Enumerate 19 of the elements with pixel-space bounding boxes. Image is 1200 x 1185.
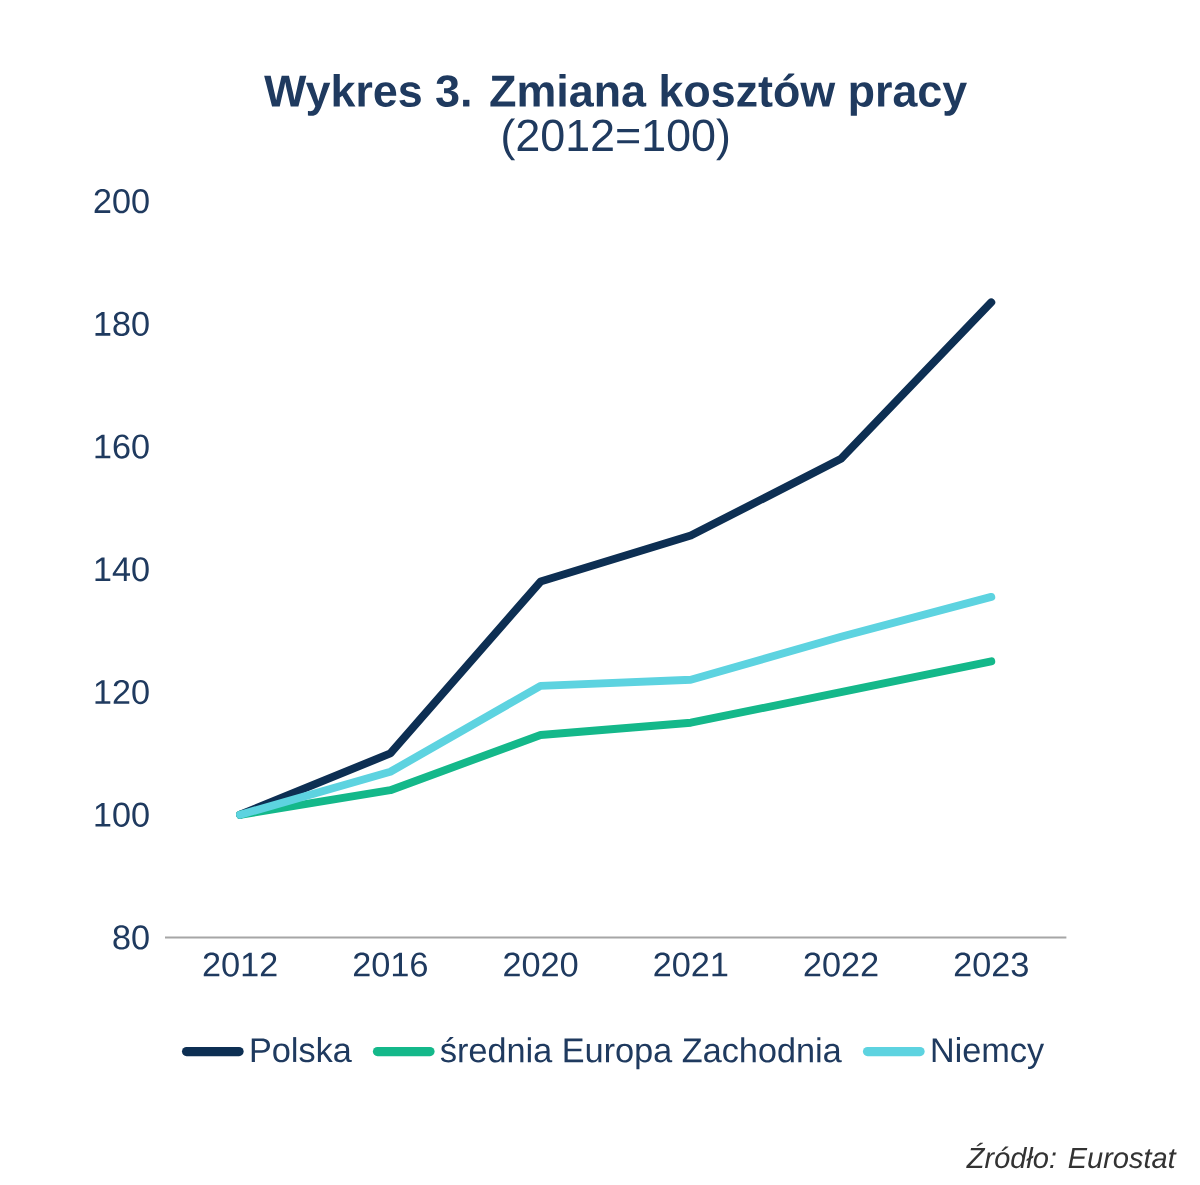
chart-subtitle: (2012=100) bbox=[503, 118, 729, 161]
y-tick-label: 160 bbox=[95, 434, 149, 459]
x-tick-label: 2023 bbox=[954, 952, 1028, 977]
y-tick-label: 100 bbox=[95, 802, 149, 827]
text: Źródło: Eurostat bbox=[966, 1142, 1177, 1169]
chart-title: Wykres 3. Zmiana kosztów pracy bbox=[264, 73, 967, 116]
y-tick-label: 140 bbox=[95, 557, 149, 582]
y-tick-label: 120 bbox=[95, 679, 149, 705]
legend-label: Niemcy bbox=[932, 1037, 1045, 1070]
y-tick-label: 180 bbox=[95, 311, 149, 336]
legend-label: Polska bbox=[251, 1037, 352, 1063]
y-tick-label: 200 bbox=[94, 188, 149, 214]
x-tick-label: 2012 bbox=[203, 952, 277, 977]
y-tick-label: 80 bbox=[113, 925, 149, 950]
legend-label: średnia Europa Zachodnia bbox=[440, 1036, 842, 1070]
x-tick-label: 2022 bbox=[804, 952, 878, 977]
x-tick-label: 2021 bbox=[654, 952, 728, 977]
x-tick-label: 2020 bbox=[504, 952, 578, 977]
x-tick-label: 2016 bbox=[353, 952, 427, 977]
